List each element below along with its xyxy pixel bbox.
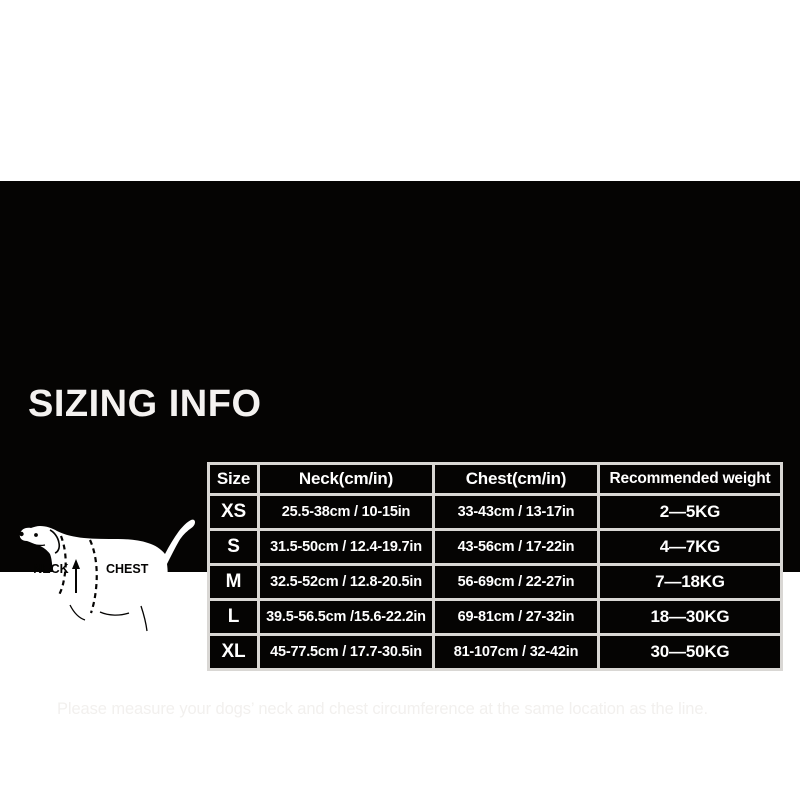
column-header-size: Size — [210, 465, 257, 493]
cell-neck: 45-77.5cm / 17.7-30.5in — [260, 636, 432, 668]
cell-neck: 25.5-38cm / 10-15in — [260, 496, 432, 528]
table-row: XL 45-77.5cm / 17.7-30.5in 81-107cm / 32… — [210, 636, 780, 668]
cell-size: S — [210, 531, 257, 563]
cell-weight: 18—30KG — [600, 601, 780, 633]
cell-chest: 56-69cm / 22-27in — [435, 566, 597, 598]
dog-body-shape — [19, 519, 196, 659]
cell-neck: 39.5-56.5cm /15.6-22.2in — [260, 601, 432, 633]
cell-chest: 43-56cm / 17-22in — [435, 531, 597, 563]
cell-chest: 69-81cm / 27-32in — [435, 601, 597, 633]
table-row: XS 25.5-38cm / 10-15in 33-43cm / 13-17in… — [210, 496, 780, 528]
cell-weight: 2—5KG — [600, 496, 780, 528]
table-header-row: Size Neck(cm/in) Chest(cm/in) Recommende… — [210, 465, 780, 493]
dog-nose — [19, 531, 24, 537]
sizing-table: Size Neck(cm/in) Chest(cm/in) Recommende… — [207, 462, 783, 671]
chest-label: CHEST — [106, 562, 149, 576]
dog-illustration: NECK CHEST — [14, 493, 204, 678]
column-header-recommended-weight: Recommended weight — [600, 465, 780, 493]
measure-arrow — [72, 559, 80, 593]
dog-eye — [34, 533, 38, 537]
cell-size: XL — [210, 636, 257, 668]
cell-neck: 32.5-52cm / 12.8-20.5in — [260, 566, 432, 598]
table-row: S 31.5-50cm / 12.4-19.7in 43-56cm / 17-2… — [210, 531, 780, 563]
measurement-instruction-note: Please measure your dogs’ neck and chest… — [57, 700, 708, 718]
cell-weight: 7—18KG — [600, 566, 780, 598]
column-header-neck: Neck(cm/in) — [260, 465, 432, 493]
column-header-chest: Chest(cm/in) — [435, 465, 597, 493]
table-row: L 39.5-56.5cm /15.6-22.2in 69-81cm / 27-… — [210, 601, 780, 633]
cell-weight: 4—7KG — [600, 531, 780, 563]
sizing-table-wrapper: Size Neck(cm/in) Chest(cm/in) Recommende… — [207, 462, 783, 671]
cell-chest: 33-43cm / 13-17in — [435, 496, 597, 528]
info-panel: SIZING INFO — [0, 181, 800, 718]
cell-size: L — [210, 601, 257, 633]
cell-chest: 81-107cm / 32-42in — [435, 636, 597, 668]
chest-measure-line — [88, 539, 98, 614]
neck-measure-line — [58, 535, 67, 596]
table-row: M 32.5-52cm / 12.8-20.5in 56-69cm / 22-2… — [210, 566, 780, 598]
cell-weight: 30—50KG — [600, 636, 780, 668]
cell-neck: 31.5-50cm / 12.4-19.7in — [260, 531, 432, 563]
cell-size: XS — [210, 496, 257, 528]
neck-label: NECK — [33, 562, 68, 576]
page-title: SIZING INFO — [28, 383, 262, 425]
cell-size: M — [210, 566, 257, 598]
